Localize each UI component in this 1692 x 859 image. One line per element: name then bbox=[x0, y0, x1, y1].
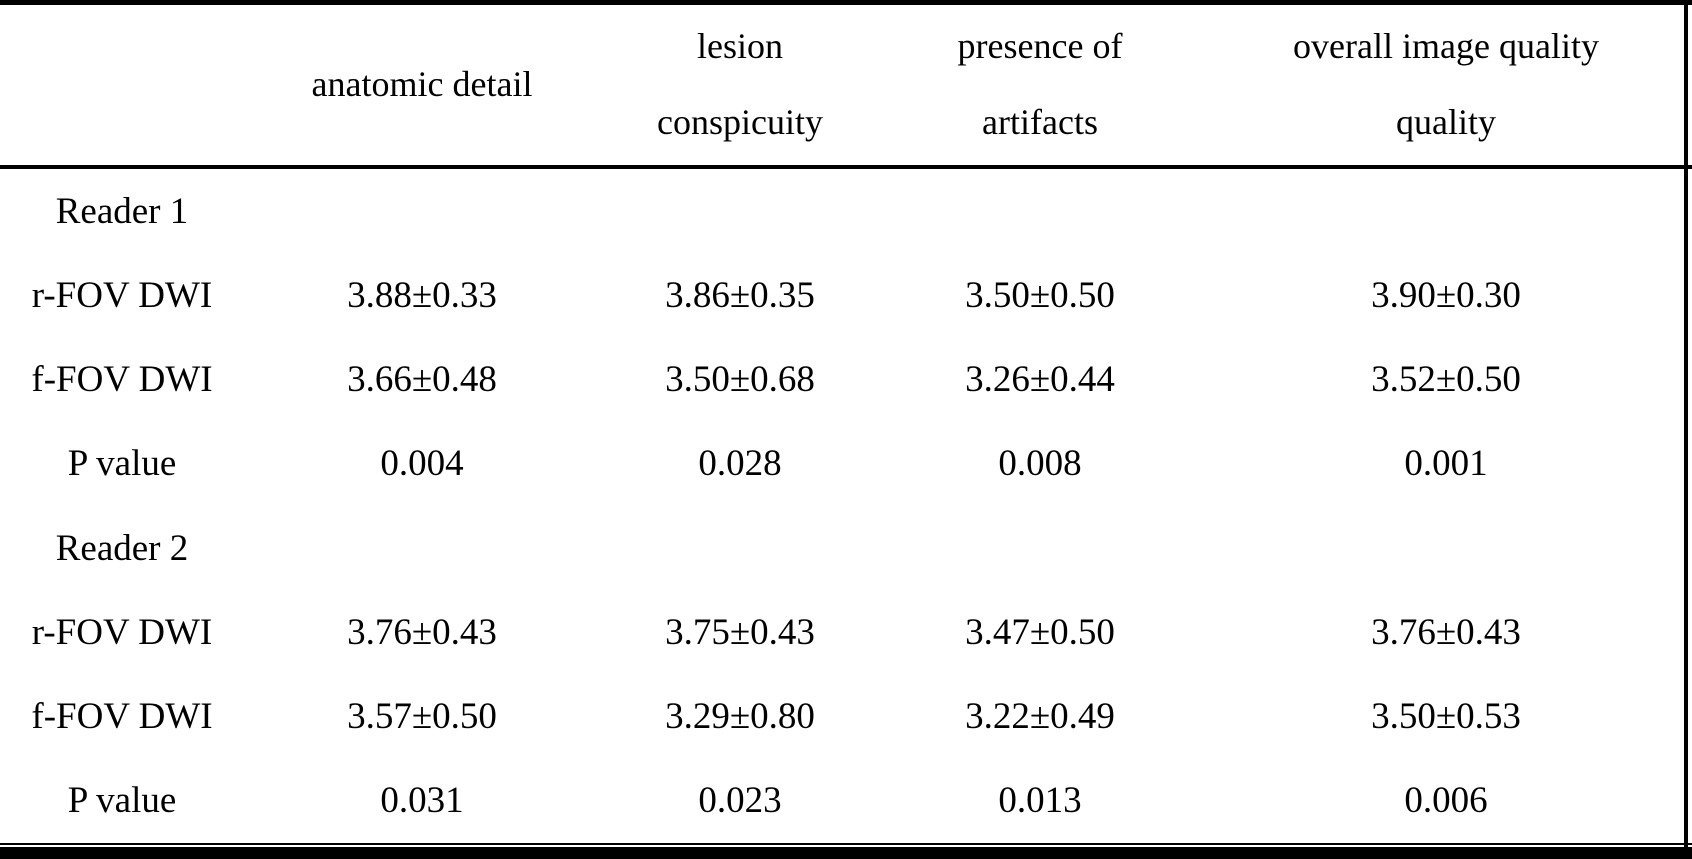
table-row-rfov-reader1: r-FOV DWI 3.88±0.33 3.86±0.35 3.50±0.50 … bbox=[0, 253, 1692, 337]
row-label: P value bbox=[67, 780, 177, 822]
table-cell: 0.006 bbox=[1404, 780, 1488, 822]
table-cell: 0.004 bbox=[380, 443, 464, 485]
header-cell-presence-of-artifacts: presence of artifacts bbox=[957, 26, 1123, 142]
table-cell: 3.57±0.50 bbox=[347, 696, 497, 738]
table-row-ffov-reader1: f-FOV DWI 3.66±0.48 3.50±0.68 3.26±0.44 … bbox=[0, 338, 1692, 422]
row-label: f-FOV DWI bbox=[31, 696, 213, 738]
table-cell: 0.023 bbox=[698, 780, 782, 822]
table-cell: 3.47±0.50 bbox=[965, 611, 1115, 653]
table-cell: 3.88±0.33 bbox=[347, 274, 497, 316]
table-cell: 3.50±0.68 bbox=[665, 359, 815, 401]
table-cell bbox=[880, 506, 1200, 590]
table-cell bbox=[1200, 169, 1692, 253]
table-row-reader1: Reader 1 bbox=[0, 169, 1692, 253]
row-label: Reader 1 bbox=[55, 190, 189, 232]
table-row-ffov-reader2: f-FOV DWI 3.57±0.50 3.29±0.80 3.22±0.49 … bbox=[0, 675, 1692, 759]
table-cell: 3.90±0.30 bbox=[1371, 274, 1521, 316]
header-cell-empty bbox=[0, 5, 244, 165]
table-cell: 3.50±0.53 bbox=[1371, 696, 1521, 738]
row-label: r-FOV DWI bbox=[31, 274, 213, 316]
table-body: Reader 1 r-FOV DWI 3.88±0.33 3.86±0.35 3… bbox=[0, 169, 1692, 843]
table-cell bbox=[244, 169, 600, 253]
table-cell bbox=[880, 169, 1200, 253]
row-label: Reader 2 bbox=[55, 527, 189, 569]
table-cell: 3.29±0.80 bbox=[665, 696, 815, 738]
table-cell: 3.52±0.50 bbox=[1371, 359, 1521, 401]
header-cell-lesion-conspicuity: lesion conspicuity bbox=[657, 26, 823, 142]
table-cell: 3.26±0.44 bbox=[965, 359, 1115, 401]
row-label: P value bbox=[67, 443, 177, 485]
table-top-rule bbox=[0, 0, 1692, 5]
table-cell: 3.66±0.48 bbox=[347, 359, 497, 401]
table-bottom-rule bbox=[0, 847, 1692, 859]
table-row-reader2: Reader 2 bbox=[0, 506, 1692, 590]
table-cell: 0.031 bbox=[380, 780, 464, 822]
row-label: r-FOV DWI bbox=[31, 611, 213, 653]
table-cell: 0.001 bbox=[1404, 443, 1488, 485]
table-row-rfov-reader2: r-FOV DWI 3.76±0.43 3.75±0.43 3.47±0.50 … bbox=[0, 590, 1692, 674]
header-separator-rule bbox=[0, 165, 1692, 169]
table-cell: 3.22±0.49 bbox=[965, 696, 1115, 738]
table-cell: 3.76±0.43 bbox=[347, 611, 497, 653]
table-cell: 0.028 bbox=[698, 443, 782, 485]
table-header-row: anatomic detail lesion conspicuity prese… bbox=[0, 5, 1692, 165]
header-cell-overall-image-quality: overall image quality quality bbox=[1293, 26, 1599, 142]
table-row-pvalue-reader1: P value 0.004 0.028 0.008 0.001 bbox=[0, 422, 1692, 506]
table-cell: 0.013 bbox=[998, 780, 1082, 822]
page-right-edge-line bbox=[1684, 0, 1688, 859]
table-cell: 3.76±0.43 bbox=[1371, 611, 1521, 653]
table-cell: 3.50±0.50 bbox=[965, 274, 1115, 316]
table-cell: 0.008 bbox=[998, 443, 1082, 485]
table-cell bbox=[244, 506, 600, 590]
row-label: f-FOV DWI bbox=[31, 359, 213, 401]
table-cell: 3.86±0.35 bbox=[665, 274, 815, 316]
table-cell bbox=[600, 506, 880, 590]
table-bottom-thin-rule bbox=[0, 843, 1692, 845]
table-cell: 3.75±0.43 bbox=[665, 611, 815, 653]
table-row-pvalue-reader2: P value 0.031 0.023 0.013 0.006 bbox=[0, 759, 1692, 843]
header-cell-anatomic-detail: anatomic detail bbox=[311, 64, 533, 105]
table-cell bbox=[1200, 506, 1692, 590]
table-cell bbox=[600, 169, 880, 253]
